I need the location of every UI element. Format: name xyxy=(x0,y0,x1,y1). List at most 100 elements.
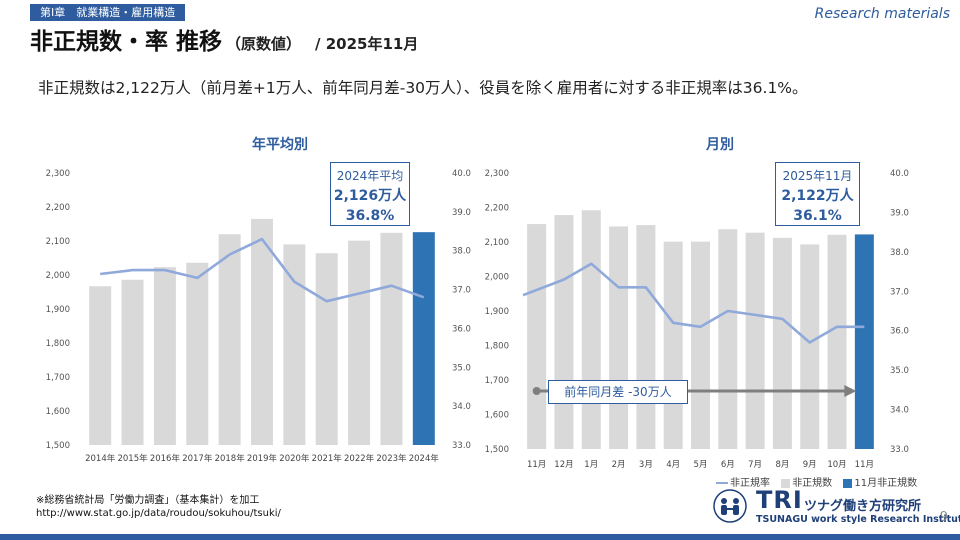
y-left-tick-label: 1,500 xyxy=(485,445,509,455)
y-right-tick-label: 38.0 xyxy=(452,247,471,257)
y-left-tick-label: 2,000 xyxy=(46,271,70,281)
y-left-tick-label: 1,800 xyxy=(485,342,509,352)
x-tick-label: 2016年 xyxy=(150,453,181,464)
y-right-tick-label: 33.0 xyxy=(452,441,471,451)
logo-tri-text: TRI xyxy=(756,486,803,514)
x-tick-label: 2021年 xyxy=(312,453,343,464)
y-right-tick-label: 34.0 xyxy=(890,406,909,416)
y-left-tick-label: 2,200 xyxy=(46,203,70,213)
x-tick-label: 3月 xyxy=(639,460,653,470)
yoy-arrow-start xyxy=(532,387,541,395)
page-title-main: 非正規数・率 推移 xyxy=(30,29,223,55)
x-tick-label: 2014年 xyxy=(85,453,116,464)
y-left-tick-label: 1,600 xyxy=(485,411,509,421)
bar xyxy=(121,279,144,445)
y-left-tick-label: 1,600 xyxy=(46,407,70,417)
bar xyxy=(218,234,241,445)
callout-monthly-period: 2025年11月 xyxy=(782,169,853,183)
chart-title-monthly: 月別 xyxy=(706,137,734,153)
x-tick-label: 1月 xyxy=(584,460,598,470)
x-tick-label: 6月 xyxy=(721,460,735,470)
y-left-tick-label: 2,100 xyxy=(485,238,509,248)
y-right-tick-label: 40.0 xyxy=(890,169,909,179)
research-materials-label: Research materials xyxy=(814,6,950,22)
legend-label-rate: 非正規率 xyxy=(730,478,770,489)
bar xyxy=(800,244,820,449)
y-right-tick-label: 39.0 xyxy=(452,208,471,218)
highlight-bar xyxy=(412,232,435,445)
x-tick-label: 2020年 xyxy=(279,453,310,464)
y-right-tick-label: 40.0 xyxy=(452,169,471,179)
callout-monthly-rate: 36.1% xyxy=(793,208,842,224)
y-left-tick-label: 2,300 xyxy=(46,169,70,179)
y-left-tick-label: 1,800 xyxy=(46,339,70,349)
x-tick-label: 2024年 xyxy=(409,453,440,464)
legend-item-rate: 非正規率 xyxy=(716,474,770,489)
x-tick-label: 7月 xyxy=(748,460,762,470)
bar xyxy=(186,262,209,445)
x-tick-label: 11月 xyxy=(855,460,874,470)
y-right-tick-label: 35.0 xyxy=(890,366,909,376)
y-left-tick-label: 1,700 xyxy=(485,376,509,386)
x-tick-label: 10月 xyxy=(827,460,846,470)
source-url: http://www.stat.go.jp/data/roudou/sokuho… xyxy=(36,508,281,519)
x-tick-label: 2023年 xyxy=(376,453,407,464)
y-right-tick-label: 37.0 xyxy=(890,287,909,297)
x-tick-label: 11月 xyxy=(527,460,546,470)
y-right-tick-label: 38.0 xyxy=(890,248,909,258)
legend-label-count: 非正規数 xyxy=(792,478,833,489)
y-left-tick-label: 2,100 xyxy=(46,237,70,247)
logo-japanese-name: ツナグ働き方研究所 xyxy=(804,499,922,514)
x-tick-label: 9月 xyxy=(803,460,817,470)
source-line-1: ※総務省統計局「労働力調査」（基本集計）を加工 xyxy=(36,495,260,506)
bar xyxy=(691,241,710,449)
callout-annual-rate: 36.8% xyxy=(345,208,395,224)
bar xyxy=(581,210,601,449)
bar xyxy=(663,241,683,449)
legend-item-count: 非正規数 xyxy=(781,474,832,489)
bottom-bar xyxy=(0,534,960,540)
callout-monthly: 2025年11月 2,122万人 36.1% xyxy=(775,162,860,226)
legend-monthly: 非正規率 非正規数 11月非正規数 xyxy=(716,474,925,489)
page-title: 非正規数・率 推移 （原数値） / 2025年11月 xyxy=(30,26,418,58)
x-tick-label: 2017年 xyxy=(182,453,213,464)
callout-annual: 2024年平均 2,126万人 36.8% xyxy=(330,162,410,226)
page-title-sub: （原数値） xyxy=(226,35,302,53)
callout-annual-period: 2024年平均 xyxy=(336,169,404,183)
bar xyxy=(527,224,547,449)
bar xyxy=(283,244,306,445)
y-right-tick-label: 33.0 xyxy=(890,445,909,455)
x-tick-label: 2018年 xyxy=(215,453,246,464)
x-tick-label: 2019年 xyxy=(247,453,278,464)
legend-item-highlight: 11月非正規数 xyxy=(843,474,917,489)
x-tick-label: 2月 xyxy=(612,460,626,470)
y-right-tick-label: 34.0 xyxy=(452,402,471,412)
source-note: ※総務省統計局「労働力調査」（基本集計）を加工 http://www.stat.… xyxy=(36,494,281,520)
y-left-tick-label: 1,900 xyxy=(485,307,509,317)
rate-line xyxy=(522,262,865,344)
y-left-tick-label: 2,200 xyxy=(485,204,509,214)
bar xyxy=(554,215,574,449)
chart-title-annual: 年平均別 xyxy=(252,137,308,153)
callout-monthly-count: 2,122万人 xyxy=(781,188,854,204)
legend-swatch-blue xyxy=(843,478,853,488)
bar xyxy=(348,240,371,445)
y-left-tick-label: 1,500 xyxy=(46,441,70,451)
y-left-tick-label: 2,300 xyxy=(485,169,509,179)
legend-swatch-line xyxy=(716,482,728,484)
y-right-tick-label: 37.0 xyxy=(452,286,471,296)
bar xyxy=(251,218,273,445)
y-right-tick-label: 39.0 xyxy=(890,208,909,218)
y-right-tick-label: 36.0 xyxy=(452,324,471,334)
bar xyxy=(89,286,112,445)
yoy-arrow-head xyxy=(844,385,857,397)
bar xyxy=(609,226,629,449)
x-tick-label: 8月 xyxy=(775,460,789,470)
bar xyxy=(827,234,847,449)
y-left-tick-label: 2,000 xyxy=(485,273,509,283)
bar xyxy=(745,232,765,449)
y-left-tick-label: 1,900 xyxy=(46,305,70,315)
summary-text: 非正規数は2,122万人（前月差+1万人、前年同月差-30万人）、役員を除く雇用… xyxy=(38,79,808,97)
logo-english-name: TSUNAGU work style Research Institute xyxy=(756,514,960,525)
